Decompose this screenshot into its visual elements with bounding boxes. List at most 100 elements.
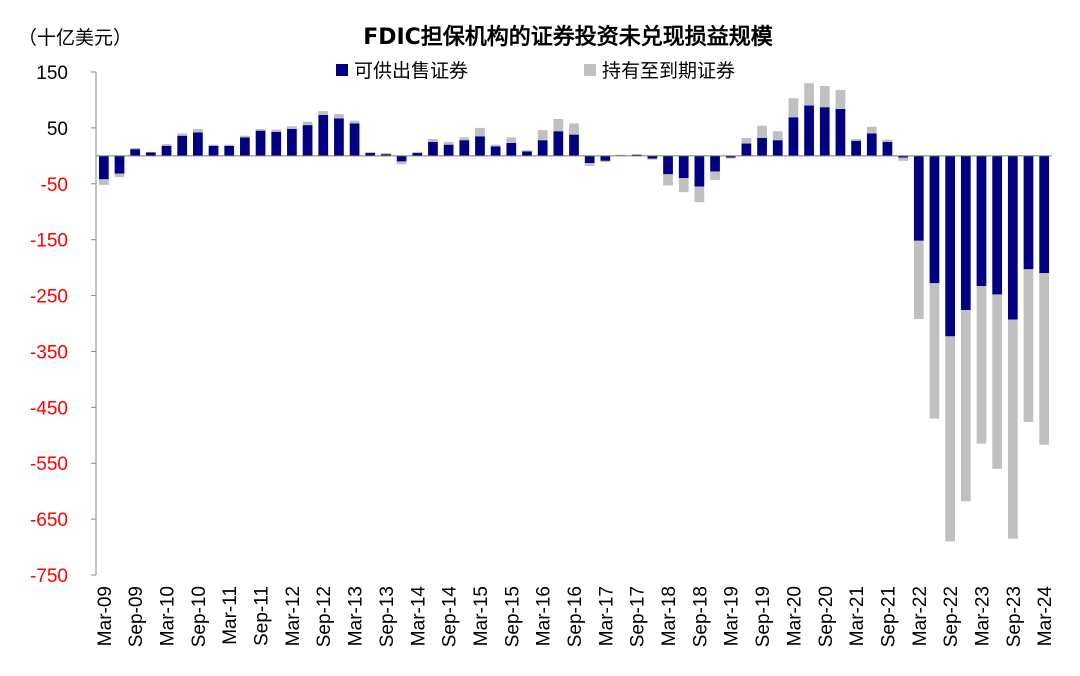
x-tick-label: Sep-14 bbox=[440, 586, 461, 648]
bar-htm-mar-15 bbox=[475, 127, 485, 137]
bar-afs-jun-11 bbox=[240, 137, 250, 156]
bar-htm-sep-09 bbox=[130, 148, 141, 150]
x-tick-label: Sep-12 bbox=[314, 586, 335, 647]
bar-afs-jun-19 bbox=[741, 143, 752, 156]
bar-afs-sep-23 bbox=[1007, 155, 1018, 320]
bar-htm-mar-14 bbox=[412, 151, 423, 154]
bar-htm-jun-20 bbox=[804, 83, 814, 106]
x-tick-label: Sep-18 bbox=[690, 586, 711, 647]
y-tick-label: -50 bbox=[41, 175, 68, 196]
bar-htm-mar-23 bbox=[976, 286, 987, 444]
y-tick-label: 150 bbox=[36, 63, 68, 84]
bar-htm-jun-09 bbox=[114, 173, 125, 178]
legend-label: 可供出售证券 bbox=[354, 60, 468, 82]
x-tick-label: Mar-09 bbox=[95, 586, 116, 646]
bar-htm-mar-11 bbox=[224, 144, 235, 146]
bar-htm-mar-12 bbox=[287, 126, 297, 129]
bar-htm-dec-13 bbox=[396, 161, 407, 165]
bar-afs-mar-17 bbox=[600, 155, 611, 161]
bar-htm-jun-17 bbox=[616, 154, 626, 156]
bar-htm-sep-18 bbox=[694, 186, 705, 203]
bar-afs-jun-10 bbox=[177, 135, 188, 156]
x-tick-label: Mar-14 bbox=[408, 586, 429, 647]
bar-afs-sep-22 bbox=[945, 155, 955, 337]
x-tick-label: Mar-11 bbox=[220, 586, 241, 645]
bar-afs-dec-16 bbox=[584, 155, 595, 164]
x-tick-label: Mar-21 bbox=[847, 586, 868, 646]
x-tick-label: Sep-22 bbox=[941, 586, 962, 647]
x-tick-label: Sep-19 bbox=[753, 586, 774, 647]
bar-afs-mar-18 bbox=[663, 155, 673, 175]
bar-afs-dec-10 bbox=[208, 145, 219, 156]
bar-afs-jun-12 bbox=[302, 125, 313, 156]
x-tick-label: Mar-19 bbox=[722, 586, 743, 646]
bar-afs-mar-21 bbox=[851, 140, 861, 156]
bar-htm-dec-16 bbox=[584, 163, 595, 166]
bar-htm-sep-10 bbox=[193, 129, 203, 133]
x-tick-label: Sep-23 bbox=[1004, 586, 1025, 647]
bar-htm-sep-15 bbox=[506, 137, 517, 143]
x-tick-label: Mar-22 bbox=[910, 586, 931, 646]
bar-htm-dec-22 bbox=[960, 310, 971, 502]
bar-afs-dec-21 bbox=[898, 155, 908, 158]
bar-htm-dec-21 bbox=[898, 157, 908, 161]
bar-htm-mar-22 bbox=[913, 240, 924, 320]
bar-afs-dec-15 bbox=[522, 151, 532, 156]
bar-htm-mar-18 bbox=[663, 174, 673, 186]
y-tick-label: -450 bbox=[30, 398, 68, 419]
x-tick-label: Sep-20 bbox=[816, 586, 837, 647]
bar-afs-sep-16 bbox=[569, 134, 579, 156]
x-tick-label: Mar-16 bbox=[534, 586, 555, 646]
bar-htm-jun-22 bbox=[929, 283, 940, 419]
bar-afs-sep-11 bbox=[255, 130, 266, 156]
bar-htm-dec-19 bbox=[772, 131, 783, 141]
bar-afs-mar-24 bbox=[1039, 155, 1050, 274]
bar-afs-jun-13 bbox=[365, 153, 376, 156]
bar-afs-sep-12 bbox=[318, 115, 329, 156]
bar-afs-dec-23 bbox=[1023, 155, 1034, 270]
y-tick-label: 50 bbox=[47, 119, 68, 140]
x-tick-label: Sep-09 bbox=[126, 586, 147, 647]
x-tick-label: Sep-21 bbox=[878, 586, 899, 647]
bar-afs-dec-14 bbox=[459, 140, 470, 156]
legend: 可供出售证券 持有至到期证券 bbox=[336, 60, 735, 82]
bar-htm-mar-21 bbox=[851, 139, 861, 141]
bar-htm-dec-10 bbox=[208, 144, 219, 146]
bar-afs-sep-17 bbox=[631, 154, 642, 156]
bar-htm-jun-23 bbox=[992, 294, 1003, 469]
bar-afs-dec-11 bbox=[271, 131, 282, 156]
y-tick-label: -750 bbox=[30, 566, 68, 587]
bar-htm-jun-11 bbox=[240, 135, 250, 138]
bar-afs-jun-16 bbox=[553, 131, 564, 156]
bar-htm-dec-23 bbox=[1023, 269, 1034, 422]
bar-afs-sep-13 bbox=[381, 154, 391, 156]
bar-afs-jun-14 bbox=[428, 141, 438, 156]
legend-label: 持有至到期证券 bbox=[602, 60, 735, 82]
bar-afs-sep-10 bbox=[193, 132, 203, 156]
bar-afs-dec-19 bbox=[772, 140, 783, 156]
y-tick-label: -650 bbox=[30, 510, 68, 531]
legend-swatch bbox=[336, 64, 348, 76]
bar-htm-jun-15 bbox=[490, 144, 501, 147]
x-tick-label: Mar-17 bbox=[596, 586, 617, 646]
x-tick-label: Mar-18 bbox=[659, 586, 680, 646]
bar-htm-dec-09 bbox=[145, 151, 156, 153]
bar-htm-sep-19 bbox=[757, 125, 767, 138]
x-tick-label: Sep-17 bbox=[628, 586, 649, 647]
x-tick-label: Mar-23 bbox=[972, 586, 993, 646]
x-tick-label: Mar-24 bbox=[1035, 586, 1056, 647]
x-tick-label: Sep-11 bbox=[252, 586, 273, 646]
bar-afs-sep-19 bbox=[757, 137, 767, 156]
x-tick-label: Mar-13 bbox=[346, 586, 367, 646]
bar-htm-sep-23 bbox=[1007, 319, 1018, 539]
x-tick-label: Sep-13 bbox=[377, 586, 398, 647]
x-tick-label: Sep-10 bbox=[189, 586, 210, 647]
bar-htm-sep-12 bbox=[318, 111, 329, 116]
bar-htm-mar-16 bbox=[537, 130, 548, 141]
bar-afs-mar-23 bbox=[976, 155, 987, 287]
bar-htm-jun-10 bbox=[177, 133, 188, 136]
bar-htm-jun-18 bbox=[678, 178, 689, 193]
bar-htm-sep-17 bbox=[631, 154, 642, 155]
bar-htm-jun-12 bbox=[302, 121, 313, 126]
